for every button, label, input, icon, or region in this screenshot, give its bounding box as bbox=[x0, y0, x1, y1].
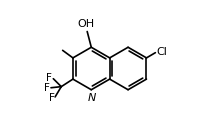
Text: F: F bbox=[44, 83, 50, 93]
Text: F: F bbox=[49, 93, 55, 103]
Text: OH: OH bbox=[77, 19, 94, 29]
Text: Cl: Cl bbox=[156, 47, 167, 57]
Text: N: N bbox=[88, 93, 96, 103]
Text: F: F bbox=[46, 73, 52, 83]
